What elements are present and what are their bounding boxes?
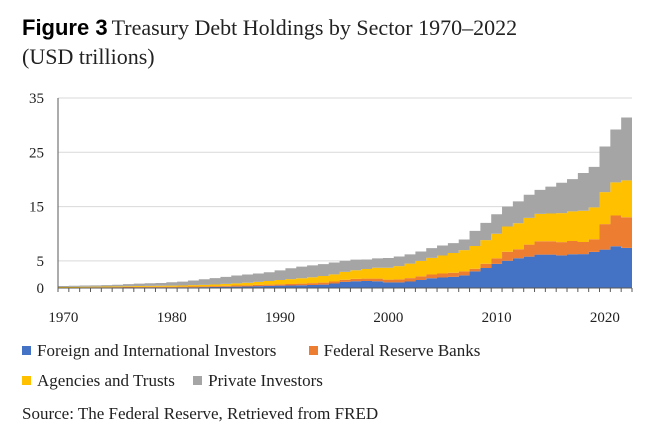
axes: 0 5 15 25 35 1970 1980 1990 2000 2010 2020: [29, 91, 633, 326]
legend-label-private: Private Investors: [208, 370, 323, 390]
legend-label-fed: Federal Reserve Banks: [323, 340, 481, 360]
legend-swatch-fed: [308, 346, 318, 355]
source-note: Source: The Federal Reserve, Retrieved f…: [22, 404, 379, 423]
legend-item-foreign: Foreign and International Investors: [22, 341, 276, 361]
x-tick-label: 1970: [48, 310, 78, 326]
x-tick-label: 1980: [157, 310, 187, 326]
legend-label-agencies: Agencies and Trusts: [37, 370, 175, 390]
x-tick-label: 2000: [373, 310, 403, 326]
area-series-foreign-and-international-investors: [58, 246, 632, 288]
y-tick-label: 25: [29, 145, 44, 161]
chart-title: Figure 3 Treasury Debt Holdings by Secto…: [22, 14, 662, 45]
legend-swatch-foreign: [22, 346, 31, 355]
area-series-private-investors: [58, 117, 632, 288]
y-tick-label: 0: [37, 281, 45, 297]
legend-item-agencies: Agencies and Trusts: [22, 371, 175, 391]
y-tick-label: 35: [29, 91, 44, 107]
legend-row-2: Agencies and Trusts Private Investors: [22, 370, 323, 391]
x-tick-label: 2010: [482, 310, 512, 326]
x-tick-label: 1990: [265, 310, 295, 326]
legend-item-private: Private Investors: [193, 371, 323, 391]
plot-areas: [58, 117, 632, 288]
figure-label: Figure 3: [22, 15, 108, 40]
chart-subtitle: (USD trillions): [22, 44, 155, 69]
stacked-area-chart: 0 5 15 25 35 1970 1980 1990 2000 2010 2020: [29, 91, 633, 326]
legend-row-1: Foreign and International Investors Fede…: [22, 340, 480, 361]
area-series-federal-reserve-banks: [58, 215, 632, 288]
y-tick-label: 5: [37, 254, 45, 270]
legend-label-foreign: Foreign and International Investors: [37, 340, 277, 360]
x-tick-label: 2020: [590, 310, 620, 326]
legend-item-fed: Federal Reserve Banks: [308, 340, 481, 361]
legend-swatch-private: [193, 376, 203, 385]
legend-swatch-agencies: [22, 376, 31, 385]
area-series-agencies-and-trusts: [58, 180, 632, 288]
y-tick-label: 15: [29, 200, 44, 216]
figure-title: Treasury Debt Holdings by Sector 1970–20…: [111, 15, 518, 40]
